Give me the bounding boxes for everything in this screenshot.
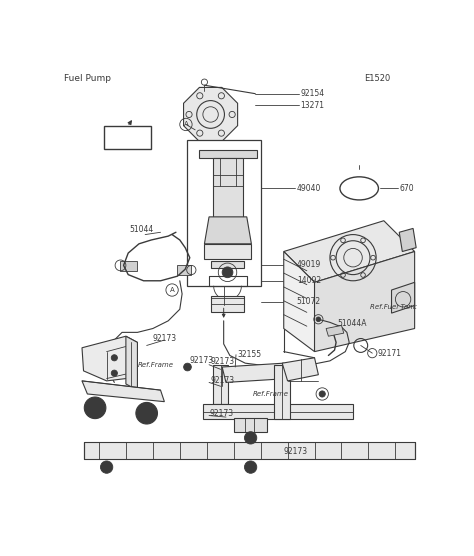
Polygon shape <box>82 381 164 401</box>
Polygon shape <box>120 261 137 271</box>
Circle shape <box>183 363 191 371</box>
Text: Ref.Frame: Ref.Frame <box>253 391 289 397</box>
Text: Fuel Pump: Fuel Pump <box>64 75 111 83</box>
Text: 92171: 92171 <box>378 349 401 358</box>
Circle shape <box>100 461 113 473</box>
Polygon shape <box>204 244 251 259</box>
Circle shape <box>111 370 118 376</box>
Text: 670: 670 <box>399 184 414 193</box>
Text: E1520: E1520 <box>365 75 391 83</box>
Bar <box>188 140 261 286</box>
Polygon shape <box>213 365 228 404</box>
Text: 92173: 92173 <box>210 357 235 366</box>
Polygon shape <box>284 221 415 282</box>
Circle shape <box>316 317 321 321</box>
Polygon shape <box>392 282 415 313</box>
Circle shape <box>245 431 257 444</box>
Text: 49040: 49040 <box>297 184 321 193</box>
Text: 32155: 32155 <box>237 350 262 359</box>
Polygon shape <box>126 336 137 390</box>
Text: Ref.Fuel Tank: Ref.Fuel Tank <box>370 304 417 310</box>
Polygon shape <box>183 87 237 141</box>
Circle shape <box>111 355 118 361</box>
Circle shape <box>245 461 257 473</box>
Polygon shape <box>315 251 415 351</box>
Polygon shape <box>203 404 353 419</box>
Text: 13271: 13271 <box>301 101 325 110</box>
FancyBboxPatch shape <box>104 126 151 149</box>
Text: 51044A: 51044A <box>337 319 367 327</box>
Text: Ref.Frame: Ref.Frame <box>137 363 173 369</box>
Polygon shape <box>82 336 137 381</box>
Ellipse shape <box>340 177 378 200</box>
Circle shape <box>222 267 233 277</box>
Circle shape <box>84 397 106 419</box>
Polygon shape <box>284 251 315 351</box>
Circle shape <box>319 391 325 397</box>
Text: 51072: 51072 <box>297 297 321 306</box>
Polygon shape <box>213 157 243 217</box>
Text: 92173: 92173 <box>209 409 233 418</box>
Text: 92173: 92173 <box>190 356 214 365</box>
Polygon shape <box>211 261 245 269</box>
Polygon shape <box>326 325 344 336</box>
Polygon shape <box>399 229 416 251</box>
Text: 51044: 51044 <box>130 226 154 235</box>
Polygon shape <box>83 443 415 459</box>
Polygon shape <box>203 444 353 455</box>
Text: 92173: 92173 <box>210 376 235 385</box>
Polygon shape <box>199 150 257 157</box>
Polygon shape <box>234 418 267 433</box>
Text: 14092: 14092 <box>297 276 321 285</box>
Polygon shape <box>274 365 290 419</box>
Polygon shape <box>177 265 191 275</box>
Polygon shape <box>211 296 245 311</box>
Text: 92173: 92173 <box>284 447 308 456</box>
Polygon shape <box>222 363 288 383</box>
Polygon shape <box>204 217 251 244</box>
Text: 92173: 92173 <box>153 334 177 343</box>
Circle shape <box>136 403 157 424</box>
Text: FRONT: FRONT <box>109 132 146 142</box>
Text: 49019: 49019 <box>297 260 321 269</box>
Text: 92154: 92154 <box>301 89 325 98</box>
Text: A: A <box>183 121 188 127</box>
Text: A: A <box>170 287 174 293</box>
Polygon shape <box>282 358 319 381</box>
